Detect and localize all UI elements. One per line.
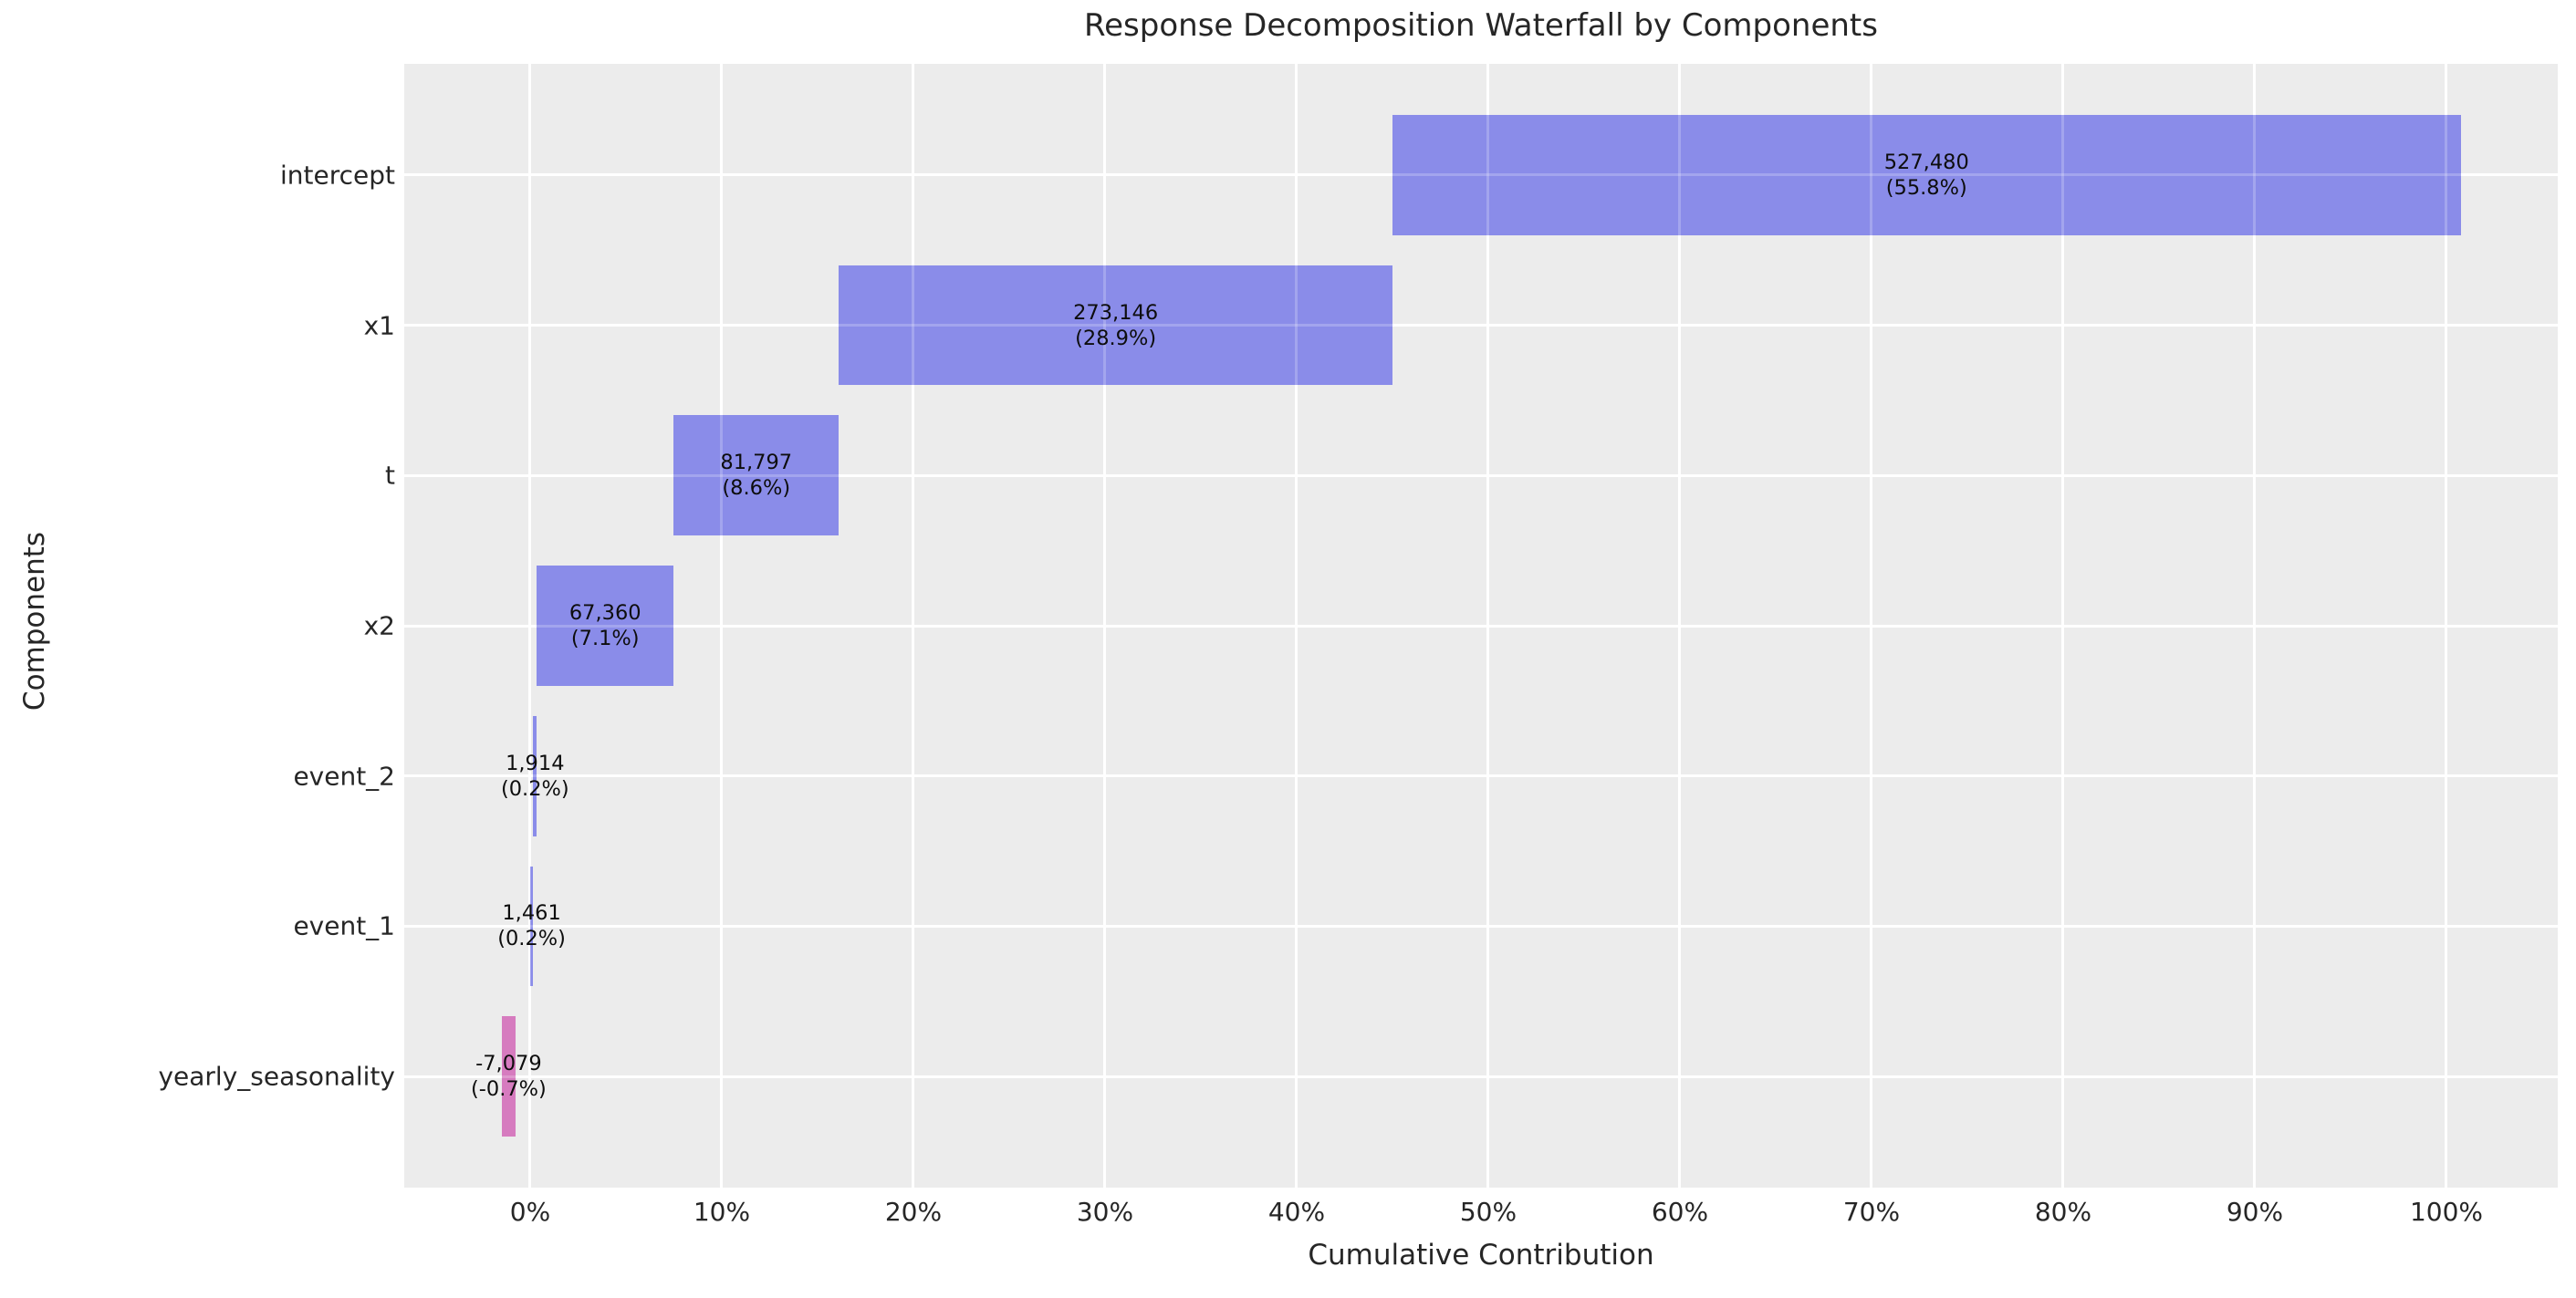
bar-value-text: 1,914	[506, 751, 565, 775]
chart-title: Response Decomposition Waterfall by Comp…	[1084, 7, 1878, 44]
y-tick-label-event_1: event_1	[293, 910, 395, 941]
bar-value-text: -7,079	[475, 1052, 542, 1076]
y-gridline-overlay	[404, 473, 2558, 477]
bar-label-event_1: 1,461 (0.2%)	[497, 900, 566, 951]
bar-event_1	[529, 866, 534, 987]
bar-percent-text: (-0.7%)	[470, 1077, 547, 1102]
x-gridline-overlay	[1295, 64, 1298, 1188]
bar-label-event_2: 1,914 (0.2%)	[501, 751, 569, 802]
y-gridline	[404, 324, 2558, 327]
x-tick-label-40: 40%	[1267, 1197, 1326, 1227]
x-tick-label-20: 20%	[884, 1197, 943, 1227]
x-axis-title: Cumulative Contribution	[1308, 1239, 1654, 1272]
y-gridline	[404, 1075, 2558, 1078]
bar-intercept	[1392, 115, 2461, 235]
x-tick-label-100: 100%	[2409, 1197, 2484, 1227]
y-tick-label-x2: x2	[363, 610, 395, 641]
x-tick-label-10: 10%	[693, 1197, 751, 1227]
x-tick-label-0: 0%	[509, 1197, 551, 1227]
bar-t	[673, 415, 840, 536]
x-gridline-overlay	[720, 64, 724, 1188]
y-tick-label-event_2: event_2	[293, 761, 395, 792]
y-gridline-overlay	[404, 1075, 2558, 1078]
x-gridline-overlay	[2253, 64, 2257, 1188]
x-gridline-overlay	[528, 64, 532, 1188]
x-tick-label-60: 60%	[1651, 1197, 1709, 1227]
bar-value-text: 81,797	[720, 451, 793, 475]
y-gridline	[404, 473, 2558, 477]
bar-percent-text: (0.2%)	[497, 927, 566, 951]
bar-yearly_seasonality	[501, 1016, 516, 1137]
y-gridline	[404, 624, 2558, 628]
y-gridline-overlay	[404, 324, 2558, 327]
y-gridline-overlay	[404, 624, 2558, 628]
x-tick-label-30: 30%	[1076, 1197, 1134, 1227]
bar-label-x1: 273,146 (28.9%)	[1073, 300, 1158, 351]
x-gridline-overlay	[2061, 64, 2065, 1188]
y-gridline-overlay	[404, 924, 2558, 928]
y-tick-label-x1: x1	[363, 310, 395, 341]
bar-value-text: 273,146	[1073, 300, 1159, 325]
bar-percent-text: (8.6%)	[722, 476, 791, 501]
x-gridline-overlay	[1678, 64, 1682, 1188]
x-tick-label-70: 70%	[1842, 1197, 1901, 1227]
y-tick-label-yearly_seasonality: yearly_seasonality	[158, 1061, 395, 1092]
bar-label-yearly_seasonality: -7,079 (-0.7%)	[471, 1051, 547, 1102]
x-gridline-overlay	[2445, 64, 2448, 1188]
bar-label-x2: 67,360 (7.1%)	[569, 600, 641, 651]
bar-value-text: 67,360	[568, 601, 641, 625]
x-gridline-overlay	[1870, 64, 1873, 1188]
y-gridline	[404, 774, 2558, 778]
bar-percent-text: (28.9%)	[1075, 326, 1157, 350]
bar-label-intercept: 527,480 (55.8%)	[1884, 150, 1969, 201]
bar-label-t: 81,797 (8.6%)	[720, 450, 792, 501]
bar-value-text: 1,461	[502, 901, 561, 926]
bar-percent-text: (7.1%)	[570, 627, 640, 650]
bar-x2	[537, 566, 674, 686]
bar-value-text: 527,480	[1883, 150, 1969, 174]
x-gridline-overlay	[912, 64, 915, 1188]
y-gridline-overlay	[404, 173, 2558, 177]
x-gridline-overlay	[1103, 64, 1107, 1188]
y-tick-label-intercept: intercept	[280, 160, 395, 191]
bar-percent-text: (55.8%)	[1885, 175, 1967, 200]
x-gridline-overlay	[1486, 64, 1490, 1188]
y-gridline-overlay	[404, 774, 2558, 778]
y-gridline	[404, 924, 2558, 928]
x-tick-label-50: 50%	[1459, 1197, 1517, 1227]
y-tick-label-t: t	[385, 460, 395, 491]
bar-event_2	[533, 715, 537, 836]
x-tick-label-80: 80%	[2034, 1197, 2092, 1227]
plot-area: 527,480 (55.8%) 273,146 (28.9%) 81,797 (8.6%)…	[404, 64, 2558, 1188]
bar-x1	[839, 265, 1392, 386]
bar-percent-text: (0.2%)	[500, 776, 569, 801]
x-tick-label-90: 90%	[2226, 1197, 2284, 1227]
